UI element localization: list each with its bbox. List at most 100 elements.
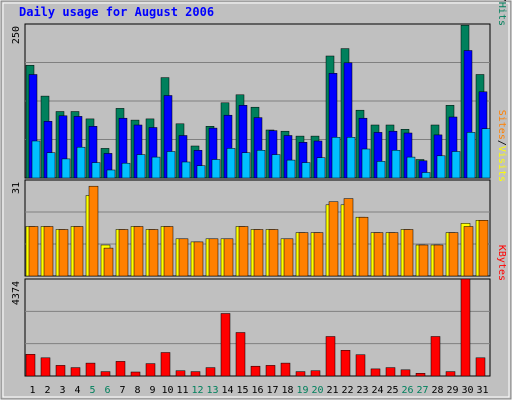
bar-sites-day-12 xyxy=(193,241,204,277)
bar-kbytes-day-28 xyxy=(430,336,441,377)
bar-kbytes-day-12 xyxy=(190,371,201,377)
bar-pages-day-13 xyxy=(211,159,221,179)
legend-kbytes: KBytes xyxy=(496,245,507,281)
series-pages xyxy=(31,128,491,179)
bar-pages-day-10 xyxy=(166,151,176,179)
legend-separator: / xyxy=(496,0,507,2)
bar-sites-day-3 xyxy=(58,229,69,277)
bar-kbytes-day-20 xyxy=(310,370,321,377)
bar-pages-day-26 xyxy=(406,156,416,179)
x-tick-label-day-14: 14 xyxy=(221,385,233,396)
bar-sites-day-6 xyxy=(103,247,114,277)
bar-pages-day-31 xyxy=(481,128,491,179)
bar-sites-day-16 xyxy=(253,229,264,277)
x-tick-label-day-11: 11 xyxy=(176,385,188,396)
bar-kbytes-day-26 xyxy=(400,369,411,377)
x-tick-label-day-28: 28 xyxy=(431,385,443,396)
bar-kbytes-day-29 xyxy=(445,371,456,377)
panel-kbytes: 4374 KBytes xyxy=(11,245,507,377)
bar-pages-day-3 xyxy=(61,158,71,179)
bar-pages-day-21 xyxy=(331,137,341,179)
bar-sites-day-7 xyxy=(118,229,129,277)
bar-pages-day-25 xyxy=(391,150,401,179)
bar-kbytes-day-23 xyxy=(355,354,366,377)
x-tick-label-day-8: 8 xyxy=(134,385,140,396)
bar-sites-day-13 xyxy=(208,238,219,277)
bar-kbytes-day-10 xyxy=(160,352,171,377)
bar-pages-day-14 xyxy=(226,148,236,179)
x-tick-label-day-23: 23 xyxy=(356,385,368,396)
legend-separator: / xyxy=(496,140,507,146)
bar-pages-day-5 xyxy=(91,162,101,179)
bar-kbytes-day-16 xyxy=(250,365,261,377)
bar-sites-day-17 xyxy=(268,229,279,277)
bar-pages-day-30 xyxy=(466,132,476,179)
bar-pages-day-18 xyxy=(286,159,296,179)
x-tick-label-day-12: 12 xyxy=(191,385,203,396)
bar-kbytes-day-6 xyxy=(100,371,111,377)
x-tick-label-day-15: 15 xyxy=(236,385,248,396)
x-tick-label-day-9: 9 xyxy=(149,385,155,396)
bar-sites-day-25 xyxy=(388,232,399,277)
x-tick-label-day-31: 31 xyxy=(476,385,488,396)
bar-pages-day-23 xyxy=(361,148,371,179)
bar-pages-day-16 xyxy=(256,150,266,179)
panel-legend: KBytes xyxy=(496,245,507,281)
x-tick-label-day-18: 18 xyxy=(281,385,293,396)
bar-pages-day-2 xyxy=(46,152,56,179)
panel-legend: Sites/Visits xyxy=(496,110,507,182)
x-tick-label-day-17: 17 xyxy=(266,385,278,396)
bar-kbytes-day-8 xyxy=(130,371,141,377)
bar-sites-day-4 xyxy=(73,226,84,277)
bar-sites-day-31 xyxy=(478,220,489,277)
x-tick-label-day-2: 2 xyxy=(44,385,50,396)
bar-sites-day-1 xyxy=(28,226,39,277)
bar-pages-day-17 xyxy=(271,154,281,179)
bar-kbytes-day-1 xyxy=(25,354,36,377)
bar-sites-day-26 xyxy=(403,229,414,277)
bar-pages-day-6 xyxy=(106,169,116,179)
bar-kbytes-day-17 xyxy=(265,365,276,377)
bar-sites-day-28 xyxy=(433,244,444,277)
chart-title: Daily usage for August 2006 xyxy=(19,5,214,19)
bar-kbytes-day-11 xyxy=(175,370,186,377)
bar-sites-day-14 xyxy=(223,238,234,277)
x-tick-label-day-3: 3 xyxy=(59,385,65,396)
x-tick-label-day-20: 20 xyxy=(311,385,323,396)
x-axis-day-labels: 1 2 3 4 5 6 7 8 9 10 11 12 13 14 15 16 17 18 19 20 21 22 23 24 2… xyxy=(29,385,488,396)
x-tick-label-day-29: 29 xyxy=(446,385,458,396)
bar-kbytes-day-21 xyxy=(325,336,336,377)
y-max-label: 4374 xyxy=(11,281,22,305)
x-tick-label-day-4: 4 xyxy=(74,385,80,396)
bar-sites-day-2 xyxy=(43,226,54,277)
bar-pages-day-11 xyxy=(181,161,191,179)
bar-kbytes-day-19 xyxy=(295,371,306,377)
bar-sites-day-27 xyxy=(418,244,429,277)
bar-pages-day-15 xyxy=(241,152,251,179)
x-tick-label-day-21: 21 xyxy=(326,385,338,396)
x-tick-label-day-24: 24 xyxy=(371,385,383,396)
legend-sites: Sites xyxy=(496,110,507,140)
x-tick-label-day-25: 25 xyxy=(386,385,398,396)
bar-sites-day-5 xyxy=(88,185,99,277)
x-tick-label-day-7: 7 xyxy=(119,385,125,396)
x-tick-label-day-13: 13 xyxy=(206,385,218,396)
x-tick-label-day-22: 22 xyxy=(341,385,353,396)
bar-kbytes-day-9 xyxy=(145,363,156,377)
bar-sites-day-10 xyxy=(163,226,174,277)
chart-panels: 250Pages/Files/Hits31Sites/Visits4374KBy… xyxy=(11,0,507,377)
bar-pages-day-29 xyxy=(451,151,461,179)
bar-pages-day-7 xyxy=(121,162,131,179)
bar-sites-day-18 xyxy=(283,238,294,277)
panel-frame xyxy=(24,278,491,377)
bar-kbytes-day-4 xyxy=(70,367,81,377)
x-tick-label-day-27: 27 xyxy=(416,385,428,396)
x-tick-label-day-6: 6 xyxy=(104,385,110,396)
bar-kbytes-day-24 xyxy=(370,368,381,377)
bar-pages-day-20 xyxy=(316,157,326,179)
bar-kbytes-day-31 xyxy=(475,357,486,377)
bar-sites-day-19 xyxy=(298,232,309,277)
x-tick-label-day-19: 19 xyxy=(296,385,308,396)
x-tick-label-day-5: 5 xyxy=(89,385,95,396)
